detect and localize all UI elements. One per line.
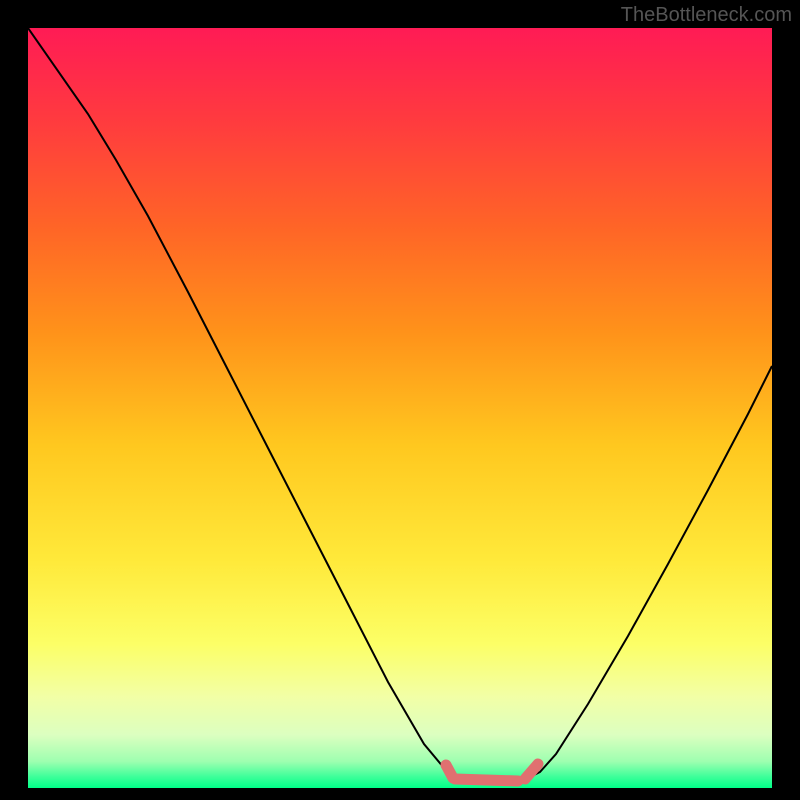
bottleneck-chart xyxy=(28,28,772,788)
gradient-background xyxy=(28,28,772,788)
watermark-text: TheBottleneck.com xyxy=(621,4,792,27)
chart-container xyxy=(28,28,772,788)
bottom-marker xyxy=(455,779,518,781)
